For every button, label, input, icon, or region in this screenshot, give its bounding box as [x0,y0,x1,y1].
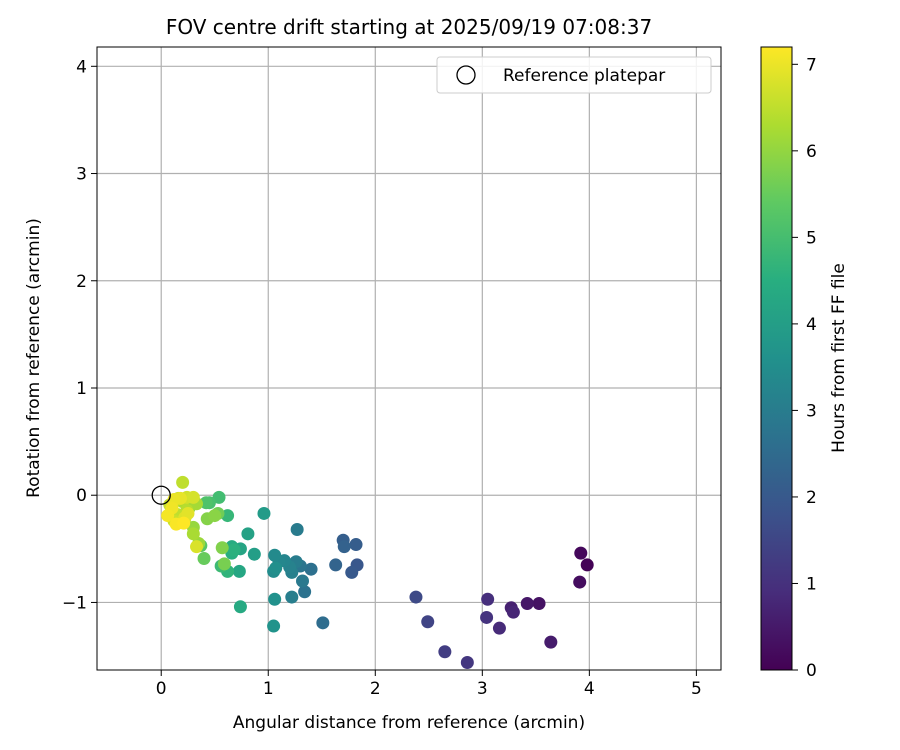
data-point [197,551,211,565]
data-point [296,574,310,588]
data-point [268,592,282,606]
data-point [574,546,588,560]
data-point [268,548,282,562]
x-axis-ticks: 0 1 2 3 4 5 [156,670,702,699]
plot-frame [96,46,722,671]
chart-title: FOV centre drift starting at 2025/09/19 … [166,15,652,39]
y-tick-label: 4 [76,57,87,77]
data-point [316,616,330,630]
data-point [329,558,343,572]
data-point [247,547,261,561]
data-point [176,475,190,489]
y-tick-label: 2 [76,272,87,292]
legend-label: Reference platepar [503,66,665,86]
data-point [285,590,299,604]
data-point [177,516,191,530]
data-point [506,605,520,619]
data-point [298,585,312,599]
data-point [544,635,558,649]
grid-lines [97,47,721,670]
data-point [409,590,423,604]
x-tick-label: 3 [477,679,488,699]
colorbar-tick-label: 6 [806,142,817,162]
data-point [573,575,587,589]
colorbar-ticks: 0 1 2 3 4 5 6 7 [792,55,817,681]
data-point [227,543,241,557]
reference-point-marker [151,485,171,505]
data-point [190,540,204,554]
x-tick-label: 5 [691,679,702,699]
legend-box [436,56,712,94]
data-point [580,558,594,572]
data-point [520,597,534,611]
colorbar-gradient [760,46,793,671]
legend: Reference platepar [436,56,712,94]
colorbar-tick-label: 2 [806,488,817,508]
x-axis-label: Angular distance from reference (arcmin) [233,713,585,733]
data-point [421,615,435,629]
data-point [267,619,281,633]
x-tick-label: 0 [156,679,167,699]
y-axis-label: Rotation from reference (arcmin) [24,218,44,498]
data-point [208,509,222,523]
x-tick-label: 1 [263,679,274,699]
colorbar-tick-label: 0 [806,661,817,681]
colorbar-tick-label: 4 [806,315,817,335]
data-point [460,655,474,669]
data-point [241,527,255,541]
colorbar-tick-label: 5 [806,228,817,248]
data-point [199,496,213,510]
data-point [257,506,271,520]
data-point [269,561,283,575]
data-point [217,557,231,571]
data-point [337,540,351,554]
data-point [349,538,363,552]
x-tick-label: 4 [584,679,595,699]
colorbar-label: Hours from first FF file [829,263,849,453]
data-point [304,562,318,576]
data-point [215,541,229,555]
data-point [345,565,359,579]
data-point [290,523,304,537]
legend-marker [456,65,476,85]
colorbar-tick-label: 7 [806,55,817,75]
data-point [186,527,200,541]
y-tick-label: 3 [76,165,87,185]
data-points [151,475,594,669]
data-point [212,490,226,504]
data-point [161,509,175,523]
data-point [233,600,247,614]
data-point [438,645,452,659]
y-tick-label: 1 [76,379,87,399]
data-point [232,564,246,578]
x-tick-label: 2 [370,679,381,699]
colorbar: 0 1 2 3 4 5 6 7 Hours from first FF file [760,46,849,681]
data-point [480,610,494,624]
y-tick-label: 0 [76,486,87,506]
data-point [492,621,506,635]
data-point [186,490,200,504]
colorbar-tick-label: 1 [806,574,817,594]
colorbar-tick-label: 3 [806,401,817,421]
y-axis-ticks: −1 0 1 2 3 4 [62,57,97,613]
y-tick-label: −1 [62,593,87,613]
data-point [481,592,495,606]
data-point [532,597,546,611]
